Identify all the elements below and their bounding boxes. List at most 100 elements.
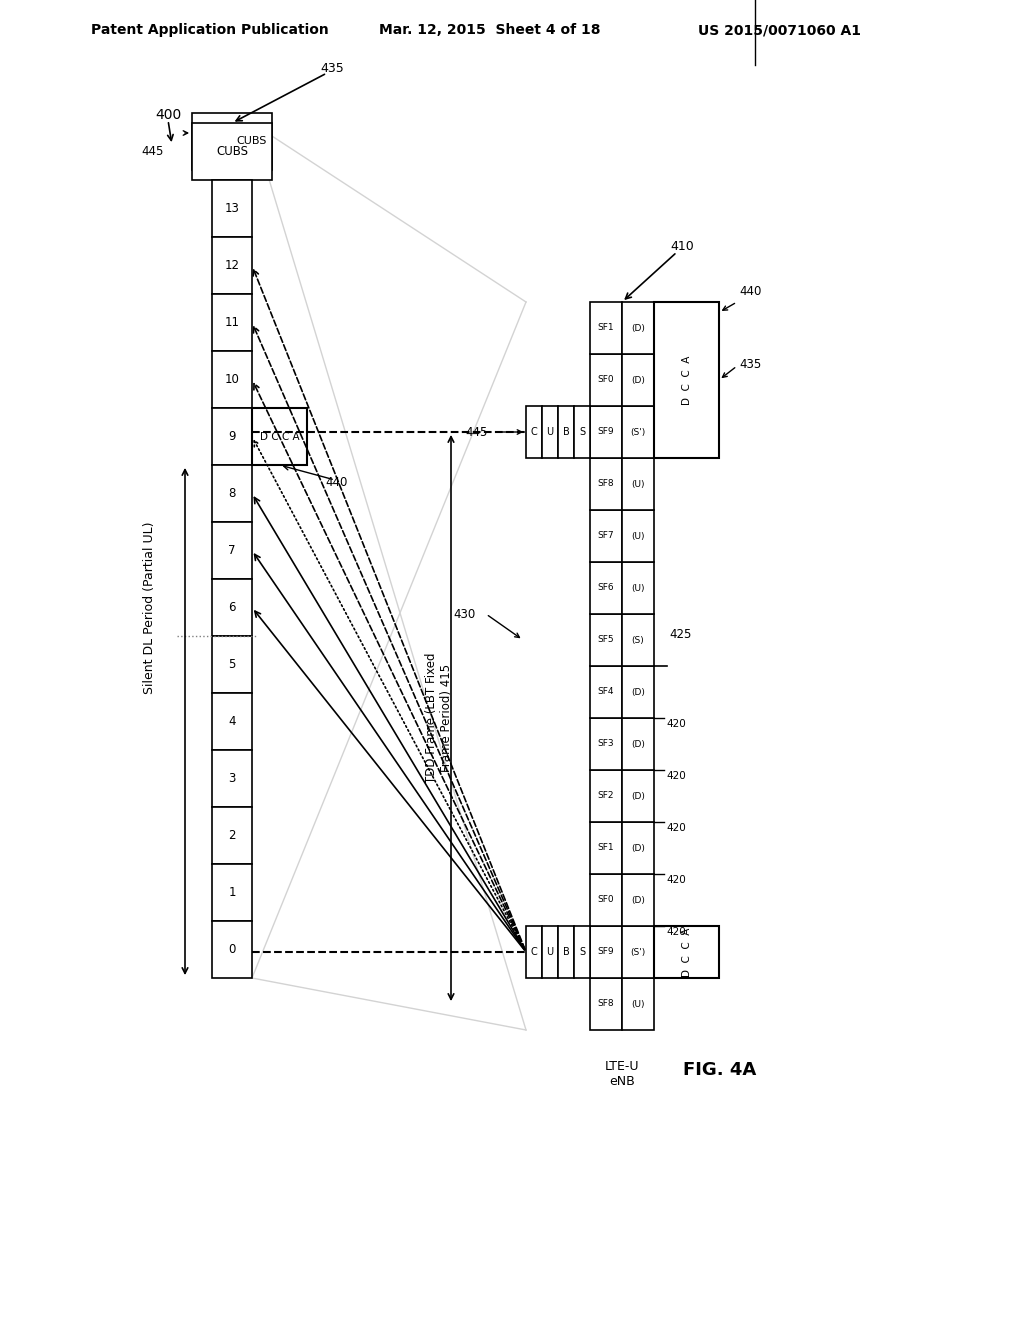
- Bar: [622, 874, 654, 927]
- Bar: [622, 354, 654, 407]
- Text: SF9: SF9: [598, 948, 614, 957]
- Text: SF6: SF6: [598, 583, 614, 593]
- Text: 440: 440: [326, 477, 348, 490]
- Bar: [590, 667, 622, 718]
- Text: 435: 435: [739, 358, 761, 371]
- Bar: [622, 562, 654, 614]
- Bar: [558, 927, 574, 978]
- Bar: [590, 458, 622, 510]
- Text: B: B: [562, 946, 569, 957]
- Bar: [654, 302, 719, 458]
- Text: 0: 0: [228, 942, 236, 956]
- Text: 420: 420: [666, 875, 686, 884]
- Text: 8: 8: [228, 487, 236, 500]
- Bar: [212, 180, 252, 238]
- Bar: [574, 407, 590, 458]
- Text: CUBS: CUBS: [216, 145, 248, 158]
- Text: B: B: [562, 426, 569, 437]
- Bar: [212, 351, 252, 408]
- Text: Silent DL Period (Partial UL): Silent DL Period (Partial UL): [143, 521, 157, 694]
- Text: C: C: [530, 946, 538, 957]
- Text: (U): (U): [631, 583, 645, 593]
- Bar: [654, 927, 719, 978]
- Text: 9: 9: [228, 430, 236, 444]
- Text: 445: 445: [466, 425, 488, 438]
- Bar: [212, 693, 252, 750]
- Bar: [212, 921, 252, 978]
- Bar: [212, 238, 252, 294]
- Bar: [590, 770, 622, 822]
- Bar: [622, 718, 654, 770]
- Bar: [622, 458, 654, 510]
- Text: SF7: SF7: [598, 532, 614, 540]
- Text: 420: 420: [666, 822, 686, 833]
- Text: 410: 410: [670, 240, 694, 253]
- Text: (D): (D): [631, 375, 645, 384]
- Bar: [212, 579, 252, 636]
- Text: SF1: SF1: [598, 843, 614, 853]
- Text: (D): (D): [631, 843, 645, 853]
- Text: SF4: SF4: [598, 688, 614, 697]
- Text: (U): (U): [631, 999, 645, 1008]
- Text: (D): (D): [631, 688, 645, 697]
- Bar: [212, 465, 252, 521]
- Bar: [193, 114, 272, 170]
- Text: SF0: SF0: [598, 375, 614, 384]
- Bar: [212, 636, 252, 693]
- Bar: [590, 978, 622, 1030]
- Text: (D): (D): [631, 323, 645, 333]
- Bar: [558, 407, 574, 458]
- Text: 420: 420: [666, 719, 686, 729]
- Text: 11: 11: [224, 315, 240, 329]
- Text: SF1: SF1: [598, 323, 614, 333]
- Text: Patent Application Publication: Patent Application Publication: [91, 22, 329, 37]
- Text: S: S: [579, 946, 585, 957]
- Bar: [622, 927, 654, 978]
- Text: LTE-U
eNB: LTE-U eNB: [605, 1060, 639, 1088]
- Bar: [590, 407, 622, 458]
- Text: 7: 7: [228, 544, 236, 557]
- Text: 5: 5: [228, 657, 236, 671]
- Text: D  C  C  A: D C C A: [682, 355, 691, 405]
- Text: 445: 445: [141, 145, 164, 158]
- Text: Mar. 12, 2015  Sheet 4 of 18: Mar. 12, 2015 Sheet 4 of 18: [379, 22, 601, 37]
- Bar: [590, 822, 622, 874]
- Bar: [590, 614, 622, 667]
- Text: U: U: [547, 426, 554, 437]
- Text: 2: 2: [228, 829, 236, 842]
- Bar: [590, 354, 622, 407]
- Bar: [252, 408, 307, 465]
- Text: (D): (D): [631, 739, 645, 748]
- Bar: [622, 510, 654, 562]
- Text: CUBS: CUBS: [237, 136, 267, 147]
- Bar: [526, 927, 542, 978]
- Bar: [622, 770, 654, 822]
- Text: SF9: SF9: [598, 428, 614, 437]
- Bar: [542, 927, 558, 978]
- Text: SF8: SF8: [598, 999, 614, 1008]
- Bar: [590, 510, 622, 562]
- Text: 4: 4: [228, 715, 236, 729]
- Bar: [212, 807, 252, 865]
- Bar: [622, 614, 654, 667]
- Text: 400: 400: [155, 108, 181, 121]
- Bar: [212, 294, 252, 351]
- Text: SF8: SF8: [598, 479, 614, 488]
- Text: SF2: SF2: [598, 792, 614, 800]
- Bar: [212, 865, 252, 921]
- Bar: [622, 978, 654, 1030]
- Text: US 2015/0071060 A1: US 2015/0071060 A1: [698, 22, 861, 37]
- Text: (U): (U): [631, 532, 645, 540]
- Text: U: U: [547, 946, 554, 957]
- Bar: [574, 927, 590, 978]
- Bar: [622, 302, 654, 354]
- Text: (D): (D): [631, 895, 645, 904]
- Text: TDD Frame (LBT Fixed
Frame Period) 415: TDD Frame (LBT Fixed Frame Period) 415: [425, 653, 453, 783]
- Text: (S'): (S'): [631, 428, 645, 437]
- Text: 6: 6: [228, 601, 236, 614]
- Bar: [590, 927, 622, 978]
- Text: 425: 425: [669, 628, 691, 642]
- Bar: [622, 667, 654, 718]
- Bar: [542, 407, 558, 458]
- Text: 435: 435: [321, 62, 344, 74]
